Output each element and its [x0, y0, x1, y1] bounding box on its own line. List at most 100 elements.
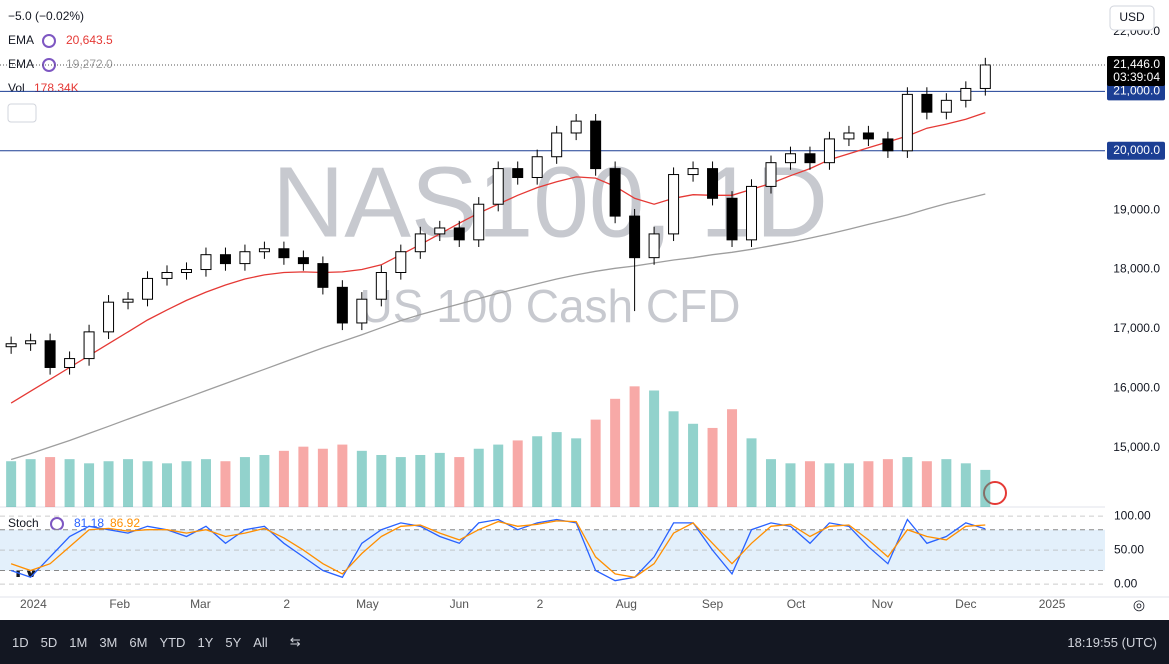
- range-button[interactable]: 3M: [99, 634, 118, 650]
- range-button[interactable]: All: [253, 634, 268, 650]
- range-button[interactable]: 6M: [129, 634, 148, 650]
- volume-bar: [103, 461, 114, 507]
- candle-body: [882, 138, 894, 152]
- candle-body: [590, 120, 602, 170]
- candle-body: [570, 120, 582, 134]
- legend-icon: [42, 34, 56, 48]
- candle-body: [239, 251, 251, 265]
- candle-body: [492, 168, 504, 205]
- volume-bar: [6, 461, 17, 507]
- volume-bar: [532, 436, 543, 507]
- volume-bar: [181, 461, 192, 507]
- last-price-box: [1107, 55, 1165, 86]
- range-button[interactable]: 1M: [69, 634, 88, 650]
- candle-body: [142, 277, 154, 300]
- volume-bar: [337, 444, 348, 507]
- x-tick-label: 2: [283, 597, 290, 611]
- candle-body: [629, 215, 641, 259]
- legend-value: 178.34K: [34, 81, 79, 95]
- x-tick-label: 2025: [1039, 597, 1066, 611]
- watermark-subtitle: US 100 Cash CFD: [360, 280, 741, 332]
- volume-bar: [142, 461, 153, 507]
- volume-bar: [980, 469, 991, 507]
- volume-bar: [863, 461, 874, 507]
- candle-body: [44, 340, 56, 368]
- candle-body: [979, 64, 991, 89]
- volume-bar: [376, 454, 387, 507]
- range-button[interactable]: 1Y: [197, 634, 214, 650]
- volume-bar: [220, 461, 231, 507]
- x-tick-label: Oct: [787, 597, 806, 611]
- candle-body: [784, 153, 796, 164]
- y-tick-label: 19,000.0: [1113, 202, 1160, 216]
- range-button[interactable]: YTD: [159, 634, 186, 650]
- date-range-icon[interactable]: ⇆: [289, 634, 301, 649]
- settings-icon: ◎: [1133, 597, 1145, 613]
- candle-body: [5, 343, 17, 348]
- volume-bar: [512, 440, 523, 507]
- volume-bar: [649, 390, 660, 507]
- volume-bar: [688, 423, 699, 507]
- range-button[interactable]: 5Y: [225, 634, 242, 650]
- volume-bar: [64, 459, 75, 507]
- background: [0, 0, 1169, 620]
- candle-body: [317, 263, 329, 288]
- volume-bar: [571, 438, 582, 507]
- candle-body: [64, 358, 76, 368]
- candle-body: [726, 197, 738, 241]
- candle-body: [862, 132, 874, 140]
- volume-bar: [395, 457, 406, 507]
- range-button[interactable]: 5D: [40, 634, 58, 650]
- candle-body: [83, 331, 95, 360]
- x-tick-label: Jun: [450, 597, 469, 611]
- legend-name: EMA: [8, 33, 34, 47]
- candle-body: [122, 298, 134, 303]
- candle-body: [161, 271, 173, 279]
- volume-bar: [298, 446, 309, 507]
- change: −5.0 (−0.02%): [8, 9, 84, 23]
- stoch-value: 81.18: [74, 516, 104, 530]
- candle-body: [434, 227, 446, 235]
- candle-body: [707, 168, 719, 199]
- candle-body: [414, 233, 426, 253]
- volume-bar: [259, 454, 270, 507]
- currency: USD: [1119, 10, 1145, 24]
- volume-bar: [765, 459, 776, 507]
- volume-bar: [493, 444, 504, 507]
- stoch-value: 86.92: [110, 516, 140, 530]
- candle-body: [921, 93, 933, 113]
- x-tick-label: Dec: [955, 597, 976, 611]
- volume-bar: [941, 459, 952, 507]
- candle-body: [356, 298, 368, 324]
- volume-bar: [707, 427, 718, 507]
- volume-bar: [317, 448, 328, 507]
- volume-bar: [162, 463, 173, 507]
- stoch-name: Stoch: [8, 516, 39, 530]
- volume-bar: [902, 457, 913, 507]
- y-tick-label: 16,000.0: [1113, 380, 1160, 394]
- candle-body: [648, 233, 660, 259]
- volume-bar: [84, 463, 95, 507]
- stoch-tick-label: 100.00: [1114, 508, 1151, 522]
- clock: 18:19:55 (UTC): [1067, 634, 1157, 650]
- candle-body: [843, 132, 855, 140]
- stoch-tick-label: 0.00: [1114, 576, 1138, 590]
- range-button[interactable]: 1D: [12, 634, 29, 650]
- volume-bar: [551, 432, 562, 507]
- currency-box[interactable]: [1109, 5, 1155, 31]
- candle-body: [278, 248, 290, 259]
- collapse-button[interactable]: [7, 103, 37, 123]
- candle-body: [609, 168, 621, 217]
- volume-bar: [25, 459, 36, 507]
- volume-bar: [824, 463, 835, 507]
- candle-body: [551, 132, 563, 158]
- volume-bar: [590, 419, 601, 507]
- price-label: 20,000.0: [1113, 143, 1160, 157]
- last-price-label: 21,446.0: [1113, 57, 1160, 71]
- candle-body: [375, 271, 387, 300]
- volume-bar: [415, 454, 426, 507]
- countdown: 03:39:04: [1113, 70, 1160, 84]
- candle-body: [473, 203, 485, 241]
- x-tick-label: Feb: [109, 597, 130, 611]
